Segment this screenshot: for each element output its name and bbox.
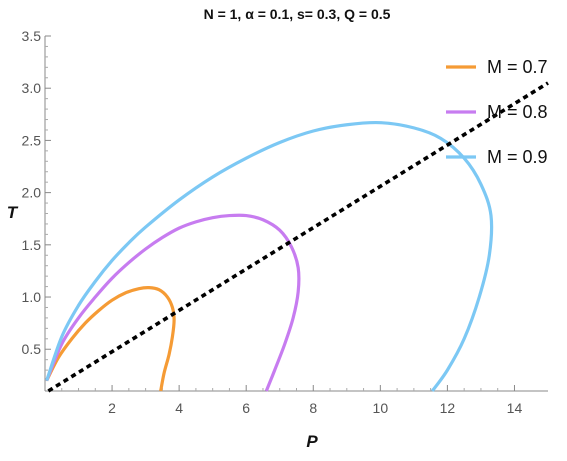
x-axis-label: P: [306, 432, 318, 451]
y-ticks: 0.5 1.0 1.5 2.0 2.5 3.0 3.5: [22, 28, 51, 382]
x-tick-label: 14: [507, 400, 523, 416]
legend-label: M = 0.9: [487, 147, 548, 167]
x-tick-label: 2: [108, 400, 116, 416]
y-tick-label: 3.0: [22, 80, 42, 96]
legend: M = 0.7 M = 0.8 M = 0.9: [446, 57, 548, 167]
y-tick-label: 2.5: [22, 132, 42, 148]
plot-frame: [44, 36, 548, 392]
legend-label: M = 0.7: [487, 57, 548, 77]
y-tick-label: 0.5: [22, 341, 42, 357]
x-ticks: 2 4 6 8 10 12 14: [61, 385, 523, 416]
x-tick-label: 6: [242, 400, 250, 416]
y-tick-label: 3.5: [22, 28, 42, 44]
y-tick-label: 1.5: [22, 237, 42, 253]
y-axis-label: T: [7, 203, 19, 222]
x-tick-label: 12: [440, 400, 456, 416]
series-line: [45, 120, 494, 392]
series-line: [45, 213, 301, 392]
series-layer: [45, 81, 549, 393]
legend-label: M = 0.8: [487, 102, 548, 122]
series-line: [45, 285, 176, 392]
x-tick-label: 4: [175, 400, 183, 416]
x-tick-label: 8: [309, 400, 317, 416]
reference-dashed-line: [47, 81, 549, 393]
x-tick-label: 10: [373, 400, 389, 416]
chart-title: N = 1, α = 0.1, s= 0.3, Q = 0.5: [204, 6, 391, 22]
y-tick-label: 1.0: [22, 289, 42, 305]
y-tick-label: 2.0: [22, 185, 42, 201]
